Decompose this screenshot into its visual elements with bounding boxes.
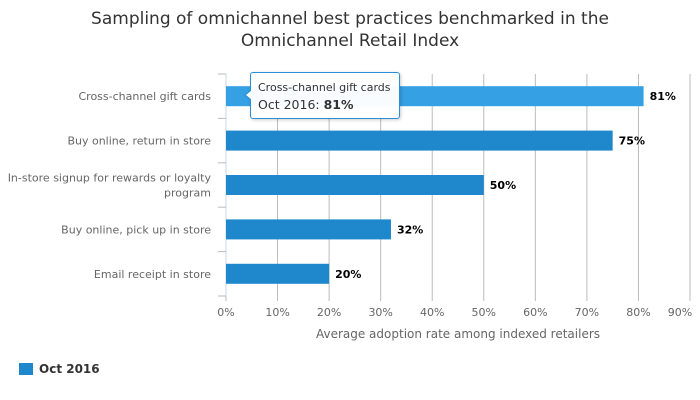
x-tick-label: 60% xyxy=(523,306,547,319)
chart-title-line: Sampling of omnichannel best practices b… xyxy=(91,9,609,29)
x-tick-label: 0% xyxy=(217,306,234,319)
bar xyxy=(226,175,484,195)
bar xyxy=(226,130,613,151)
tooltip: Cross-channel gift cards Oct 2016: 81% xyxy=(244,72,400,119)
tooltip-title: Cross-channel gift cards xyxy=(258,81,391,94)
x-tick-label: 40% xyxy=(420,306,444,319)
data-label: 75% xyxy=(619,135,645,148)
data-label: 20% xyxy=(335,268,361,281)
chart-title-line: Omnichannel Retail Index xyxy=(241,31,459,51)
category-label: Buy online, pick up in store xyxy=(61,223,211,236)
x-tick-label: 20% xyxy=(317,306,341,319)
x-tick-label: 80% xyxy=(626,306,650,319)
x-axis-title: Average adoption rate among indexed reta… xyxy=(316,327,600,341)
x-tick-label: 70% xyxy=(575,306,599,319)
data-label: 50% xyxy=(490,179,516,192)
x-tick-label: 30% xyxy=(368,306,392,319)
bar xyxy=(226,263,330,284)
data-label: 81% xyxy=(650,90,676,103)
category-label: Cross-channel gift cards xyxy=(78,90,211,103)
legend-label: Oct 2016 xyxy=(39,362,100,376)
legend-swatch xyxy=(19,363,33,375)
tooltip-value: 81% xyxy=(323,97,354,112)
category-label: Email receipt in store xyxy=(94,268,211,281)
x-tick-label: 50% xyxy=(472,306,496,319)
category-label: program xyxy=(164,187,211,200)
category-label: Buy online, return in store xyxy=(67,135,211,148)
tooltip-series: Oct 2016: xyxy=(258,97,324,112)
x-tick-label: 10% xyxy=(265,306,289,319)
category-label: In-store signup for rewards or loyalty xyxy=(8,172,212,185)
bar xyxy=(226,219,391,240)
data-label: 32% xyxy=(397,223,423,236)
legend-item-oct-2016[interactable]: Oct 2016 xyxy=(19,362,100,376)
x-tick-label: 90% xyxy=(668,306,692,319)
